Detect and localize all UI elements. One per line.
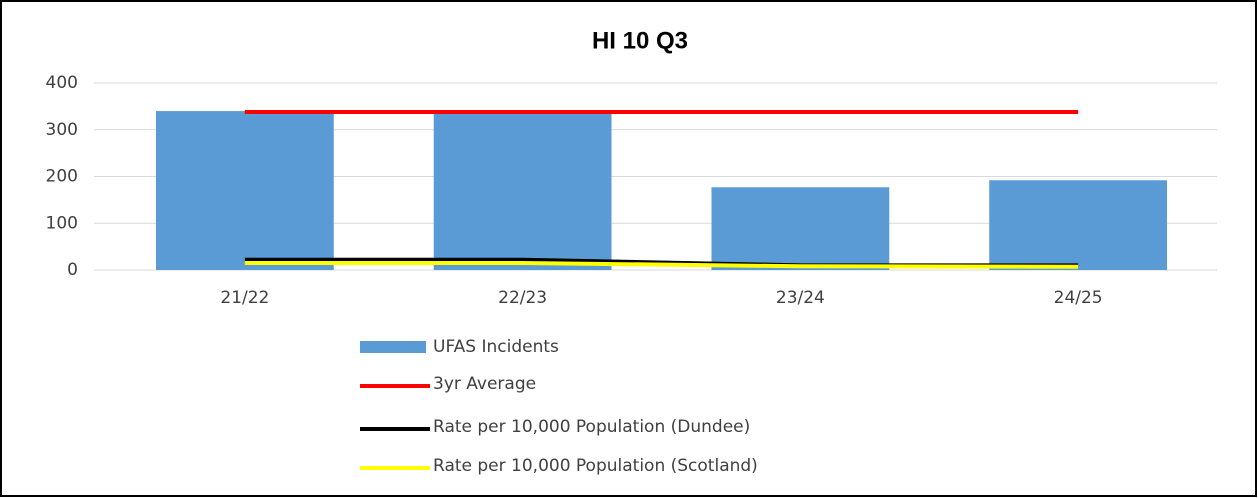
y-tick-label: 0 bbox=[67, 260, 78, 280]
line bbox=[244, 260, 1079, 269]
legend-label: 3yr Average bbox=[433, 374, 536, 394]
legend-label: UFAS Incidents bbox=[433, 337, 559, 357]
y-tick-label: 200 bbox=[46, 167, 78, 187]
x-tick-label: 24/25 bbox=[1054, 288, 1103, 308]
chart-title: HI 10 Q3 bbox=[592, 27, 688, 54]
legend-swatch bbox=[360, 341, 426, 353]
legend-label: Rate per 10,000 Population (Dundee) bbox=[433, 417, 750, 437]
bar bbox=[989, 180, 1168, 270]
legend-label: Rate per 10,000 Population (Scotland) bbox=[433, 456, 758, 476]
y-tick-label: 400 bbox=[46, 73, 78, 93]
x-tick-label: 23/24 bbox=[776, 288, 825, 308]
bar bbox=[155, 111, 334, 270]
x-tick-label: 21/22 bbox=[220, 288, 269, 308]
y-tick-label: 300 bbox=[46, 120, 78, 140]
bar bbox=[433, 112, 612, 270]
x-tick-label: 22/23 bbox=[498, 288, 547, 308]
bar bbox=[711, 187, 890, 270]
y-tick-label: 100 bbox=[46, 213, 78, 233]
